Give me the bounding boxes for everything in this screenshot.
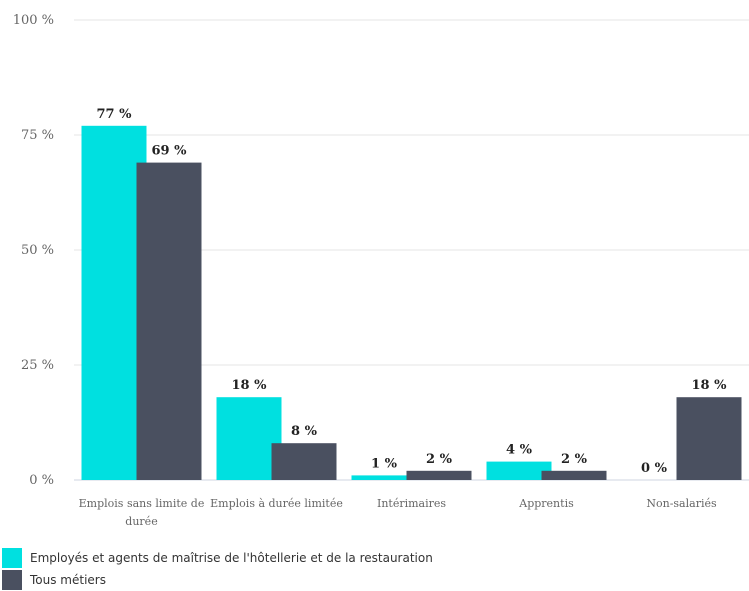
bar[interactable] [136,162,202,480]
legend-swatch-series-2 [2,570,22,590]
x-tick-label: Intérimaires [377,497,446,510]
bar[interactable] [486,461,552,480]
data-label: 4 % [506,443,533,458]
legend-label-series-2: Tous métiers [30,573,106,587]
bar[interactable] [271,443,337,480]
y-tick-label: 0 % [29,473,54,488]
data-label: 18 % [232,378,268,393]
bar-chart: 0 % 25 % 50 % 75 % 100 % 77 % 69 % Emplois sans… [13,13,749,528]
x-tick-label: Non-salariés [646,497,717,510]
data-label: 18 % [692,378,728,393]
bar[interactable] [81,125,147,481]
y-tick-label: 75 % [21,128,54,143]
bar[interactable] [541,470,607,480]
data-label: 69 % [152,144,188,159]
x-tick-label: Emplois sans limite de [79,497,205,510]
data-label: 0 % [641,461,668,476]
legend-item-series-1[interactable]: Employés et agents de maîtrise de l'hôte… [2,547,433,569]
legend: Employés et agents de maîtrise de l'hôte… [2,547,433,591]
data-label: 1 % [371,456,398,471]
bar[interactable] [406,470,472,480]
bar[interactable] [676,397,742,480]
data-label: 2 % [426,452,453,467]
legend-item-series-2[interactable]: Tous métiers [2,569,433,591]
legend-label-series-1: Employés et agents de maîtrise de l'hôte… [30,551,433,565]
bar[interactable] [216,397,282,480]
y-tick-label: 25 % [21,358,54,373]
x-tick-label: Apprentis [518,497,574,510]
bar[interactable] [351,475,417,480]
y-tick-label: 100 % [13,13,54,28]
data-label: 77 % [97,107,133,122]
x-tick-label: durée [125,515,157,528]
legend-swatch-series-1 [2,548,22,568]
data-label: 8 % [291,424,318,439]
x-tick-label: Emplois à durée limitée [210,497,343,510]
data-label: 2 % [561,452,588,467]
y-tick-label: 50 % [21,243,54,258]
